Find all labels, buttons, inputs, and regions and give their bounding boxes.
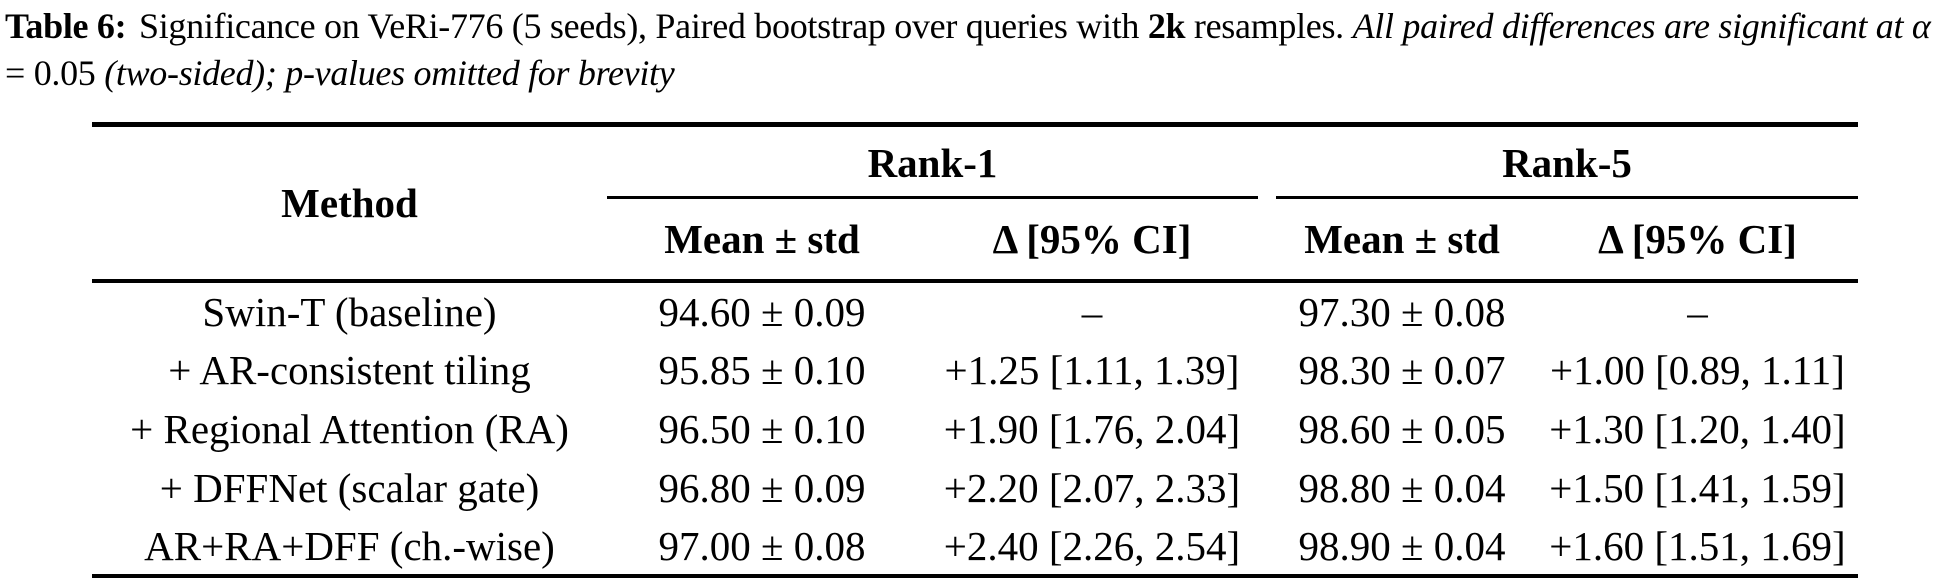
caption-italic-2: (two-sided); p-values omitted for brevit… <box>104 53 675 93</box>
table-row: AR+RA+DFF (ch.-wise) 97.00 ± 0.08 +2.40 … <box>92 517 1858 576</box>
method-cell: + AR-consistent tiling <box>168 346 531 393</box>
rank1-delta-cell: +1.25 [1.11, 1.39] <box>944 346 1240 393</box>
group-label-rank5: Rank-5 <box>1276 127 1858 199</box>
column-header-rank1-delta: Δ [95% CI] <box>917 199 1267 283</box>
rank1-mean-cell: 95.85 ± 0.10 <box>658 346 866 393</box>
caption-label: Table 6: <box>5 6 127 46</box>
rank5-mean-cell: 98.80 ± 0.04 <box>1298 464 1506 511</box>
rank5-delta-cell: – <box>1687 288 1708 335</box>
table-row: + AR-consistent tiling 95.85 ± 0.10 +1.2… <box>92 340 1858 399</box>
table-caption: Table 6: Significance on VeRi-776 (5 see… <box>5 3 1950 97</box>
rank1-delta-cell: +1.90 [1.76, 2.04] <box>943 405 1241 452</box>
group-header-rank1: Rank-1 <box>607 125 1267 199</box>
table-row: + DFFNet (scalar gate) 96.80 ± 0.09 +2.2… <box>92 458 1858 517</box>
rank5-mean-cell: 98.90 ± 0.04 <box>1298 522 1506 569</box>
results-table: Method Rank-1 Rank-5 Mean ± std Δ [95% C… <box>92 122 1858 578</box>
rank5-mean-cell: 97.30 ± 0.08 <box>1298 288 1506 335</box>
caption-text-1: Significance on VeRi-776 (5 seeds), Pair… <box>130 6 1148 46</box>
column-header-rank5-mean: Mean ± std <box>1267 199 1537 283</box>
table-row: Swin-T (baseline) 94.60 ± 0.09 – 97.30 ±… <box>92 281 1858 340</box>
method-cell: + DFFNet (scalar gate) <box>159 464 540 511</box>
column-header-rank1-mean: Mean ± std <box>607 199 917 283</box>
column-header-rank5-delta: Δ [95% CI] <box>1537 199 1858 283</box>
method-cell: Swin-T (baseline) <box>202 288 497 335</box>
rank5-delta-cell: +1.50 [1.41, 1.59] <box>1549 464 1846 511</box>
group-header-row: Method Rank-1 Rank-5 <box>92 124 1858 283</box>
group-header-rank5: Rank-5 <box>1267 125 1858 199</box>
rank1-mean-cell: 96.50 ± 0.10 <box>658 405 866 452</box>
caption-math: = 0.05 <box>5 53 105 93</box>
rank1-mean-cell: 96.80 ± 0.09 <box>658 464 866 511</box>
table-row: + Regional Attention (RA) 96.50 ± 0.10 +… <box>92 399 1858 458</box>
rank1-delta-cell: +2.20 [2.07, 2.33] <box>943 464 1241 511</box>
method-cell: + Regional Attention (RA) <box>130 405 569 452</box>
method-cell: AR+RA+DFF (ch.-wise) <box>144 522 555 569</box>
rank1-delta-cell: – <box>1081 288 1103 335</box>
group-label-rank1: Rank-1 <box>607 127 1258 199</box>
rank5-mean-cell: 98.60 ± 0.05 <box>1298 405 1506 452</box>
rank5-delta-cell: +1.60 [1.51, 1.69] <box>1549 522 1846 569</box>
rank1-delta-cell: +2.40 [2.26, 2.54] <box>943 522 1241 569</box>
caption-text-2: resamples. <box>1185 6 1353 46</box>
rank1-mean-cell: 94.60 ± 0.09 <box>658 288 866 335</box>
caption-italic-1: All paired differences are significant a… <box>1352 6 1931 46</box>
rank5-delta-cell: +1.00 [0.89, 1.11] <box>1550 346 1845 393</box>
column-header-method: Method <box>92 124 607 283</box>
rank5-delta-cell: +1.30 [1.20, 1.40] <box>1549 405 1846 452</box>
rank5-mean-cell: 98.30 ± 0.07 <box>1298 346 1506 393</box>
rank1-mean-cell: 97.00 ± 0.08 <box>658 522 866 569</box>
sub-header-row: Mean ± std Δ [95% CI] Mean ± std Δ [95% … <box>92 199 1858 283</box>
caption-bold-2k: 2k <box>1147 6 1186 46</box>
